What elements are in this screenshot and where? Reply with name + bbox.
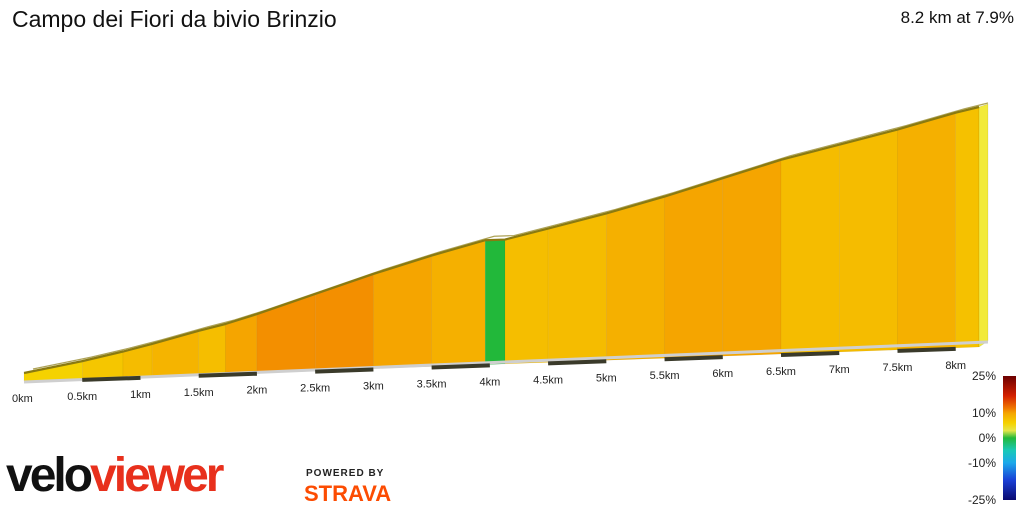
strava-logo: STRAVA xyxy=(304,481,392,506)
x-tick-label: 1km xyxy=(130,389,151,401)
baseline-km-segment xyxy=(431,363,490,370)
x-tick-label: 3km xyxy=(363,381,384,393)
gradient-segment xyxy=(547,213,607,363)
gradient-segment xyxy=(780,144,840,355)
x-tick-label: 0km xyxy=(12,393,33,405)
baseline-km-segment xyxy=(315,367,374,374)
logo-velo: velo xyxy=(6,449,93,502)
gradient-strips xyxy=(23,106,980,382)
profile-outline xyxy=(23,102,989,375)
legend-label: 0% xyxy=(979,431,997,445)
gradient-segment xyxy=(664,177,724,359)
gradient-segment xyxy=(256,293,316,373)
logo-viewer: viewer xyxy=(90,449,224,502)
baseline-km-segment xyxy=(82,375,141,382)
climb-summary: 8.2 km at 7.9% xyxy=(900,8,1014,27)
profile-back-ridge xyxy=(32,102,989,370)
legend-color-bar xyxy=(1003,376,1016,500)
x-tick-label: 8km xyxy=(945,360,966,372)
x-tick-label: 7km xyxy=(829,364,850,376)
baseline-km-segment xyxy=(198,371,257,378)
baseline-km-segment xyxy=(664,355,723,362)
summit-side-face xyxy=(978,103,989,348)
veloviewer-logo: veloviewer xyxy=(6,449,224,502)
gradient-segment xyxy=(373,255,432,369)
baseline-km-segment xyxy=(780,350,840,358)
x-tick-label: 6km xyxy=(712,368,733,380)
legend-label: 25% xyxy=(972,369,996,383)
gradient-segment xyxy=(504,228,549,365)
x-tick-label: 2.5km xyxy=(300,383,330,395)
gradient-segment xyxy=(431,239,486,367)
gradient-segment xyxy=(955,106,980,349)
baseline-km-segment xyxy=(548,359,607,366)
x-tick-label: 5km xyxy=(596,372,617,384)
x-tick-label: 6.5km xyxy=(766,366,796,378)
gradient-segment xyxy=(484,239,506,365)
gradient-segment xyxy=(606,196,665,361)
baseline-track xyxy=(23,340,989,384)
legend-label: -10% xyxy=(968,456,996,470)
x-tick-label: 2km xyxy=(247,385,268,397)
profile-top-line xyxy=(23,105,980,375)
x-tick-label: 7.5km xyxy=(882,362,912,374)
baseline-km-segment xyxy=(897,346,956,353)
gradient-segment xyxy=(838,129,898,353)
gradient-segment xyxy=(722,159,782,357)
x-tick-label: 1.5km xyxy=(184,387,214,399)
x-tick-label: 4.5km xyxy=(533,374,563,386)
gradient-segment xyxy=(897,112,956,351)
legend-label: 10% xyxy=(972,406,996,420)
profile-side-face xyxy=(978,103,989,348)
x-tick-label: 0.5km xyxy=(67,391,97,403)
x-tick-label: 5.5km xyxy=(650,370,680,382)
distance-baseline xyxy=(23,340,989,384)
gradient-legend: 25% 10% 0% -10% -25% xyxy=(968,369,1016,507)
gradient-segment xyxy=(314,273,374,371)
x-axis-tick-labels: 0km 0.5km 1km 1.5km 2km 2.5km 3km 3.5km 4km 4.5km… xyxy=(12,360,966,405)
gradient-segment xyxy=(198,323,226,376)
x-tick-label: 4km xyxy=(479,376,500,388)
chart-title: Campo dei Fiori da bivio Brinzio xyxy=(12,6,337,32)
powered-by-label: POWERED BY xyxy=(306,468,385,479)
x-tick-label: 3.5km xyxy=(417,378,447,390)
legend-label: -25% xyxy=(968,493,996,507)
